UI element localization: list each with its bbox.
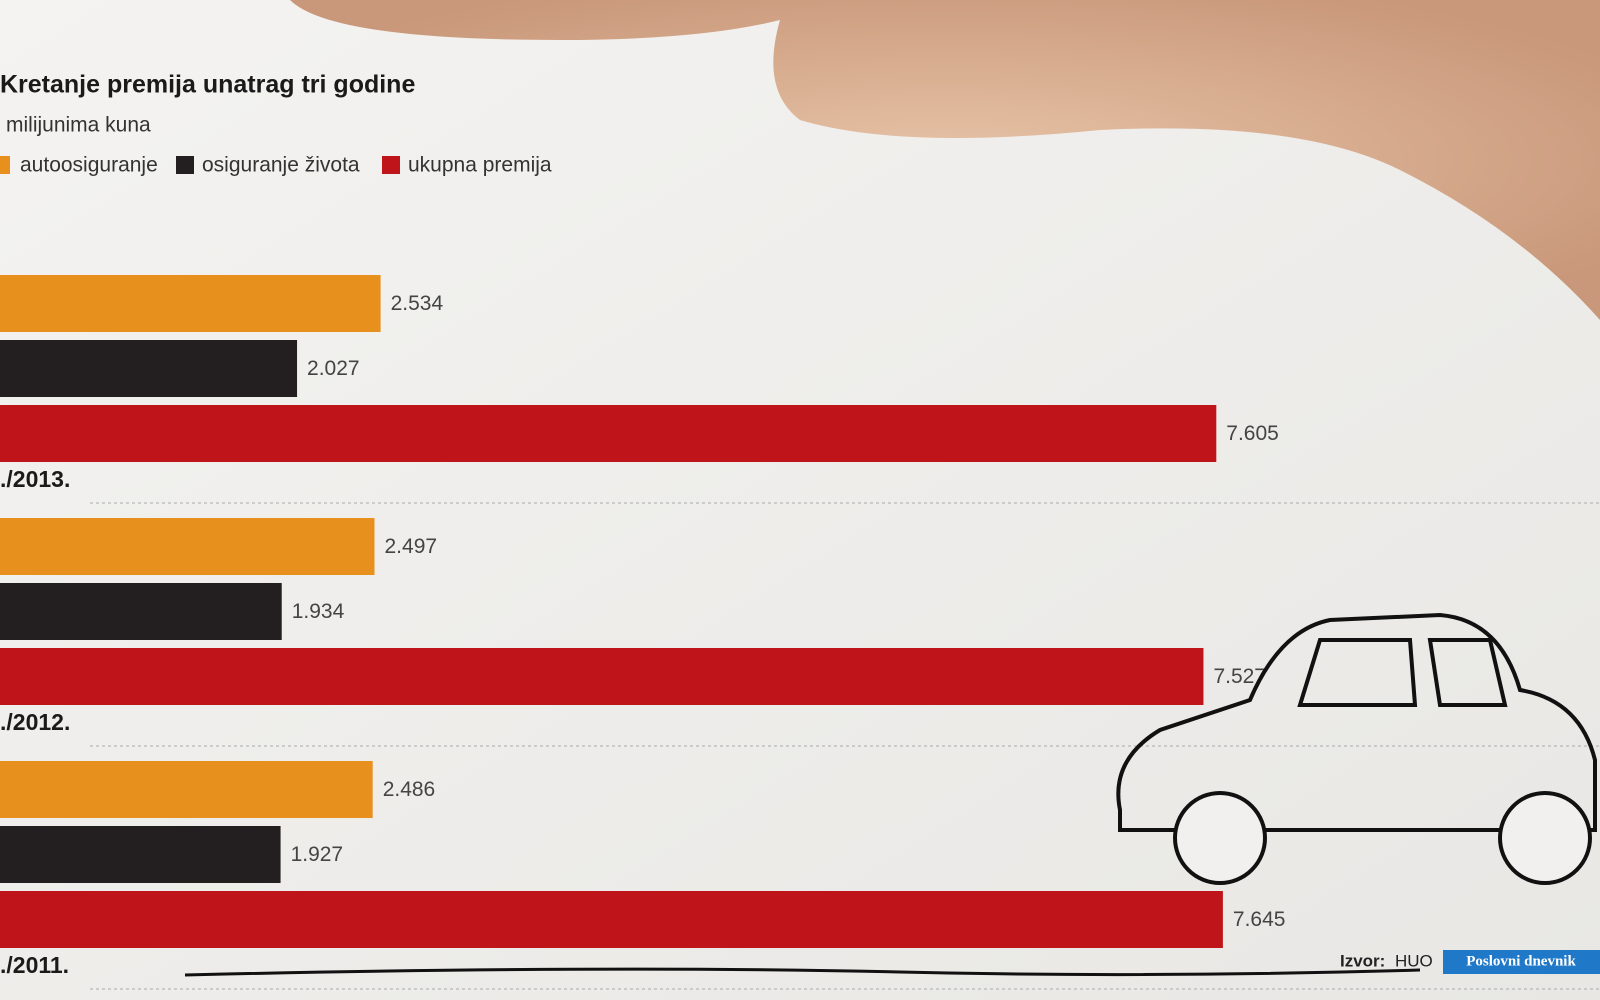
legend-swatch: [382, 156, 400, 174]
bar: [0, 826, 281, 883]
publisher: Poslovni dnevnik: [1466, 953, 1576, 969]
source-label: Izvor:: [1340, 951, 1385, 970]
legend-swatch: [176, 156, 194, 174]
value-label: 1.934: [292, 600, 345, 623]
value-label: 2.027: [307, 357, 360, 380]
value-label: 7.527: [1213, 665, 1266, 688]
bar: [0, 275, 381, 332]
publisher-logo: [1443, 950, 1600, 974]
legend-swatch: [0, 156, 10, 174]
value-label: 7.645: [1233, 908, 1286, 931]
bar: [0, 405, 1217, 462]
bar: [0, 761, 373, 818]
source: HUO: [1395, 951, 1433, 970]
bar: [0, 518, 375, 575]
bar: [0, 340, 298, 397]
bar: [0, 891, 1223, 948]
legend-label: osiguranje života: [202, 154, 360, 177]
value-label: 1.927: [291, 843, 344, 866]
chart-subtitle: milijunima kuna: [6, 114, 151, 137]
category-label: ./2013.: [0, 466, 70, 492]
bar: [0, 648, 1204, 705]
value-label: 7.605: [1226, 422, 1279, 445]
legend-label: autoosiguranje: [20, 154, 158, 177]
legend-label: ukupna premija: [408, 154, 552, 177]
plot: 2.534 2.027 7.605 ./2013. 2.497 1.934 7.527 ./2…: [0, 275, 1600, 990]
value-label: 2.534: [391, 292, 444, 315]
category-label: ./2012.: [0, 709, 70, 735]
value-label: 2.486: [383, 778, 436, 801]
bar: [0, 583, 282, 640]
chart-title: Kretanje premija unatrag tri godine: [0, 71, 415, 99]
category-label: ./2011.: [0, 952, 69, 978]
car-illustration: [1116, 612, 1597, 885]
hand-illustration: [290, 0, 1600, 320]
ground-line: [184, 967, 1421, 977]
value-label: 2.497: [385, 535, 438, 558]
legend: autoosiguranje osiguranje života ukupna pr…: [0, 154, 552, 177]
